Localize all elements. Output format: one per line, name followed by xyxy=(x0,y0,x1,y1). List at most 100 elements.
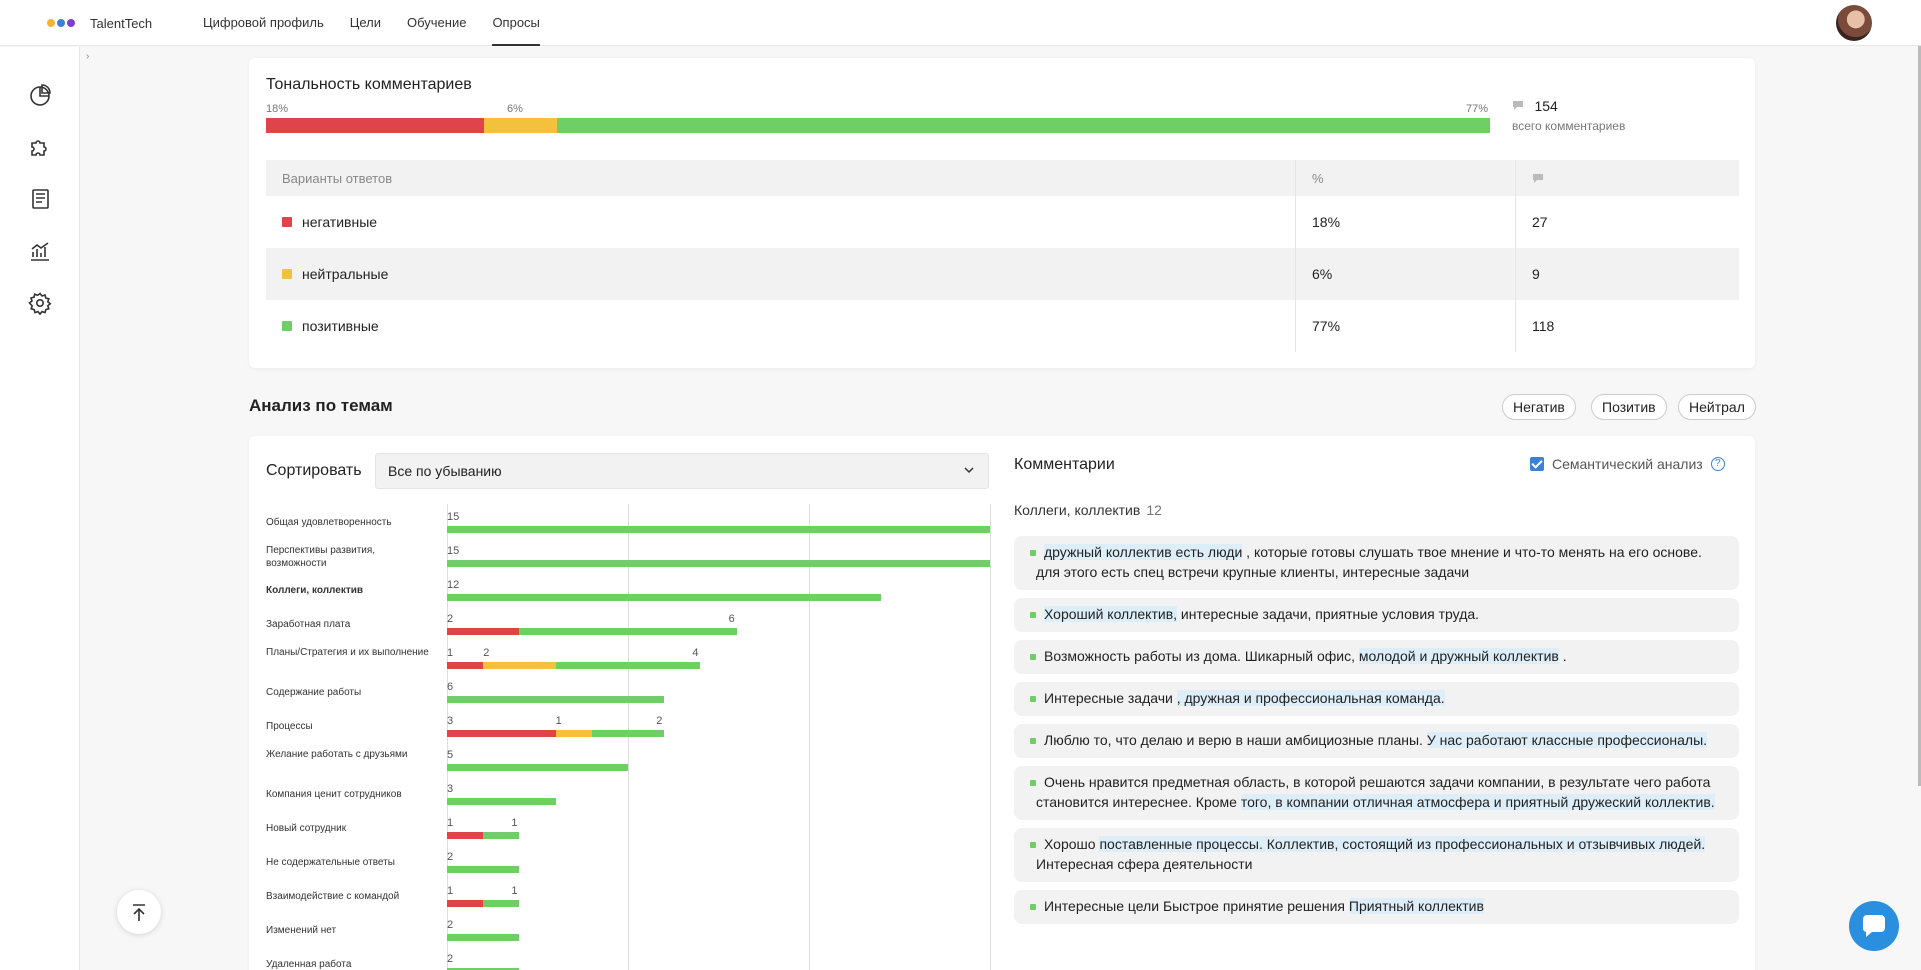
nav-digital-profile[interactable]: Цифровой профиль xyxy=(203,15,324,30)
chat-button[interactable] xyxy=(1849,901,1899,951)
comment-text: . xyxy=(1558,648,1567,664)
gear-icon[interactable] xyxy=(28,291,52,315)
bar-segment[interactable] xyxy=(447,968,520,970)
bar-segment[interactable] xyxy=(447,900,484,907)
topic-label[interactable]: Содержание работы xyxy=(266,687,362,698)
filter-neutral-button[interactable]: Нейтрал xyxy=(1678,394,1756,420)
row-label: негативные xyxy=(302,214,378,230)
topic-label[interactable]: Компания ценит сотрудников xyxy=(266,789,402,800)
bar-segment[interactable] xyxy=(483,662,556,669)
logo-icon[interactable] xyxy=(47,19,75,27)
bar-segment[interactable] xyxy=(447,866,520,873)
sort-label: Сортировать xyxy=(266,462,362,479)
grid-line xyxy=(628,504,629,970)
bar-segment[interactable] xyxy=(447,730,556,737)
total-label: всего комментариев xyxy=(1512,119,1626,133)
topic-label[interactable]: Перспективы развития, возможности xyxy=(266,545,376,569)
bar-value-label: 1 xyxy=(511,885,518,897)
filter-positive-button[interactable]: Позитив xyxy=(1591,394,1667,420)
bar-value-label: 2 xyxy=(447,613,454,625)
bar-segment[interactable] xyxy=(447,526,990,533)
avatar[interactable] xyxy=(1836,5,1872,41)
bar-segment[interactable] xyxy=(483,832,520,839)
bar-segment[interactable] xyxy=(483,900,520,907)
filter-negative-button[interactable]: Негатив xyxy=(1502,394,1576,420)
comment-icon xyxy=(1533,173,1543,183)
total-count: 154 xyxy=(1534,98,1558,114)
row-count: 118 xyxy=(1532,318,1555,334)
bar-value-label: 2 xyxy=(447,919,454,931)
main-nav: Цифровой профиль Цели Обучение Опросы xyxy=(203,0,541,46)
bar-segment[interactable] xyxy=(447,832,484,839)
semantic-checkbox[interactable] xyxy=(1530,457,1544,471)
bar-segment[interactable] xyxy=(447,662,484,669)
tone-segment-negative xyxy=(266,118,485,133)
highlighted-phrase: дружный коллектив есть люди xyxy=(1044,544,1243,560)
help-icon[interactable]: ? xyxy=(1710,457,1725,471)
negative-swatch xyxy=(282,217,292,227)
bar-segment[interactable] xyxy=(447,934,520,941)
bar-value-label: 2 xyxy=(447,953,454,965)
nav-learning[interactable]: Обучение xyxy=(406,15,467,30)
col-pct: % xyxy=(1296,160,1516,196)
bar-value-label: 5 xyxy=(447,749,454,761)
topics-chart: Общая удовлетворенность 1 5 Перспективы раз… xyxy=(266,504,1006,970)
chevron-right-icon[interactable]: › xyxy=(86,51,90,62)
comment-text: Интересные цели Быстрое принятие решения xyxy=(1044,898,1349,914)
topic-label[interactable]: Заработная плата xyxy=(266,619,351,630)
row-pct: 77% xyxy=(1296,300,1516,352)
comments-title: Комментарии xyxy=(1014,456,1115,473)
bar-segment[interactable] xyxy=(447,560,990,567)
bar-segment[interactable] xyxy=(591,730,665,737)
book-icon[interactable] xyxy=(28,187,52,211)
row-label: нейтральные xyxy=(302,266,389,282)
bar-segment[interactable] xyxy=(447,798,556,805)
comment-text: Очень нравится предметная область, в кот… xyxy=(1036,774,1711,810)
nav-goals[interactable]: Цели xyxy=(349,15,381,30)
puzzle-icon[interactable] xyxy=(28,135,52,159)
semantic-analysis-toggle[interactable]: Семантический анализ ? xyxy=(1530,456,1725,472)
tone-title: Тональность комментариев xyxy=(266,76,472,93)
page-scrollbar[interactable] xyxy=(1918,46,1921,786)
table-row: негативные 18% 27 xyxy=(266,196,1739,248)
comment-icon xyxy=(1513,101,1523,110)
topic-label[interactable]: Новый сотрудник xyxy=(266,823,347,834)
row-count: 9 xyxy=(1532,266,1540,282)
tone-pct-positive: 77% xyxy=(1466,103,1489,115)
total-comments: 154 всего комментариев xyxy=(1512,98,1625,133)
topic-label[interactable]: Не содержательные ответы xyxy=(266,857,395,868)
topic-label[interactable]: Желание работать с друзьями xyxy=(266,749,408,760)
topic-label[interactable]: Общая удовлетворенность xyxy=(266,517,392,528)
topic-label[interactable]: Изменений нет xyxy=(266,925,337,936)
bar-segment[interactable] xyxy=(447,696,665,703)
topic-label[interactable]: Процессы xyxy=(266,721,313,732)
bar-segment[interactable] xyxy=(447,764,628,771)
group-count: 12 xyxy=(1146,502,1162,518)
bar-value-label: 1 xyxy=(555,715,562,727)
topic-label[interactable]: Коллеги, коллектив xyxy=(266,585,364,596)
highlighted-phrase: того, в компании отличная атмосфера и пр… xyxy=(1240,794,1715,810)
bar-value-label: 3 xyxy=(447,715,454,727)
chevron-down-icon xyxy=(964,467,974,474)
bar-segment[interactable] xyxy=(447,628,520,635)
pie-chart-icon[interactable] xyxy=(28,83,52,107)
comment-item: Интересные цели Быстрое принятие решения… xyxy=(1014,890,1739,924)
back-to-top-button[interactable] xyxy=(117,890,161,934)
sort-select[interactable]: Все по убыванию xyxy=(375,453,989,489)
bar-value-label: 2 xyxy=(483,647,490,659)
bar-segment[interactable] xyxy=(555,662,701,669)
bar-value-label: 6 xyxy=(728,613,735,625)
topic-label[interactable]: Планы/Стратегия и их выполнение xyxy=(266,647,429,658)
topic-label[interactable]: Удаленная работа xyxy=(266,959,352,970)
nav-surveys[interactable]: Опросы xyxy=(492,0,541,46)
comment-text: Люблю то, что делаю и верю в наши амбици… xyxy=(1044,732,1427,748)
bar-value-label: 2 xyxy=(447,851,454,863)
topic-label[interactable]: Взаимодействие с командой xyxy=(266,891,400,902)
brand-name[interactable]: TalentTech xyxy=(90,16,153,31)
bar-segment[interactable] xyxy=(555,730,592,737)
analytics-icon[interactable] xyxy=(28,239,52,263)
bar-segment[interactable] xyxy=(519,628,737,635)
highlighted-phrase: поставленные процессы. Коллектив, состоя… xyxy=(1099,836,1706,852)
comment-item: Люблю то, что делаю и верю в наши амбици… xyxy=(1014,724,1739,758)
bar-segment[interactable] xyxy=(447,594,882,601)
